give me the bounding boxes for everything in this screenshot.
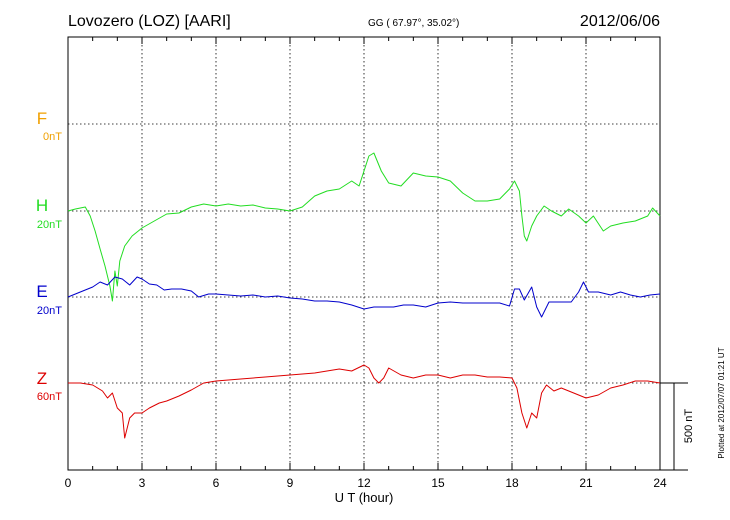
x-tick-label-21: 21 — [579, 476, 593, 490]
series-label-z: Z — [37, 369, 47, 388]
x-axis-label: U T (hour) — [335, 490, 394, 505]
scale-bar-label: 500 nT — [683, 409, 695, 444]
grid-lines — [68, 37, 660, 470]
x-tick-label-24: 24 — [653, 476, 667, 490]
x-tick-label-0: 0 — [65, 476, 72, 490]
series-line-e — [67, 276, 661, 318]
x-tick-label-12: 12 — [357, 476, 371, 490]
x-tick-label-3: 3 — [139, 476, 146, 490]
x-tick-label-18: 18 — [505, 476, 519, 490]
station-coordinates: GG ( 67.97°, 35.02°) — [368, 18, 459, 29]
chart-date: 2012/06/06 — [580, 13, 660, 30]
x-tick-label-9: 9 — [287, 476, 294, 490]
series-line-h — [67, 152, 661, 302]
series-label-f: F — [37, 109, 47, 128]
series-line-z — [68, 364, 661, 439]
series-label-h: H — [36, 196, 48, 215]
x-axis-ticks: 0 3 6 9 12 15 18 21 24 — [65, 37, 667, 490]
series-scale-z: 60nT — [37, 391, 62, 403]
scale-bar — [660, 382, 688, 471]
x-tick-label-6: 6 — [213, 476, 220, 490]
series-scale-h: 20nT — [37, 219, 62, 231]
plotted-timestamp: Plotted at 2012/07/07 01:21 UT — [717, 347, 726, 458]
series-label-e: E — [36, 282, 47, 301]
series-lines — [67, 152, 661, 439]
series-scale-f: 0nT — [43, 131, 62, 143]
x-tick-label-15: 15 — [431, 476, 445, 490]
series-scale-e: 20nT — [37, 305, 62, 317]
station-title: Lovozero (LOZ) [AARI] — [68, 13, 231, 30]
